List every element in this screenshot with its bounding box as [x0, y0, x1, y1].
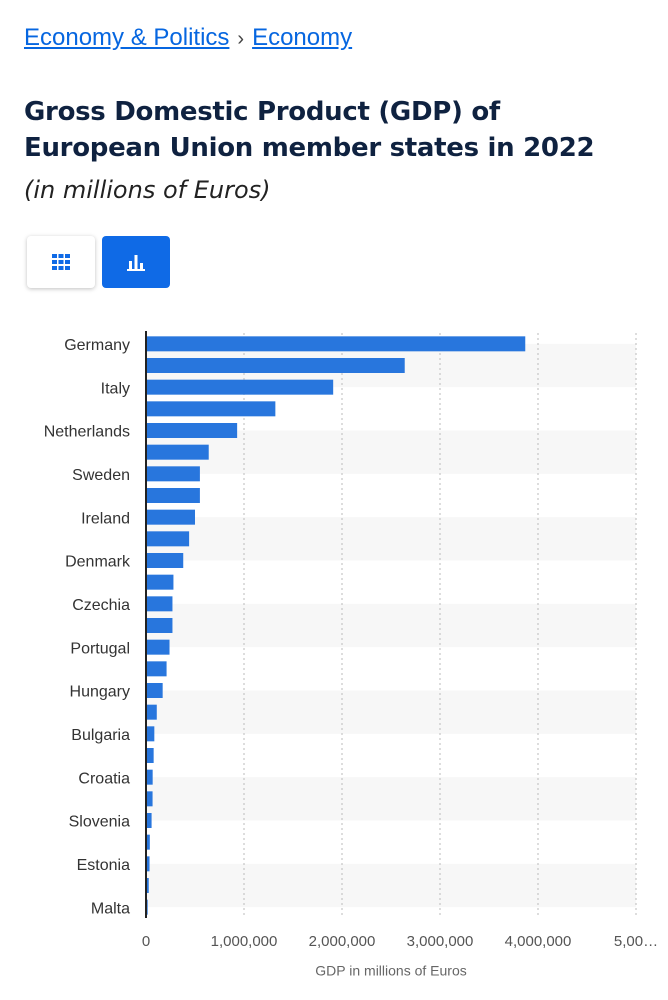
breadcrumb-link[interactable]: Economy & Politics	[24, 24, 230, 51]
bar	[146, 444, 209, 460]
bar	[146, 358, 405, 373]
chart: GDP in millions of Euros 0 1,000,000 2,000…	[44, 331, 658, 979]
row-band	[146, 603, 636, 648]
bar	[146, 618, 173, 633]
x-tick-label: 0	[142, 933, 150, 950]
bar	[146, 401, 276, 417]
bar	[146, 466, 200, 482]
bar	[146, 748, 154, 763]
y-tick-label: Ireland	[81, 510, 130, 527]
bar	[146, 726, 155, 742]
bar	[146, 661, 167, 677]
bar	[146, 423, 238, 438]
bar	[146, 834, 150, 850]
chart-subtitle: (in millions of Euros)	[24, 176, 271, 204]
bar	[146, 878, 149, 893]
bar	[146, 509, 195, 525]
bar	[146, 553, 184, 568]
breadcrumb-link[interactable]: Economy	[252, 24, 353, 51]
bar	[146, 856, 150, 872]
breadcrumb-separator: ›	[237, 28, 245, 50]
y-tick-label: Czechia	[72, 597, 130, 614]
y-tick-label: Bulgaria	[71, 727, 130, 744]
y-tick-label: Estonia	[77, 857, 130, 874]
y-tick-label: Hungary	[70, 684, 130, 701]
bar	[146, 704, 157, 720]
y-tick-label: Malta	[91, 900, 130, 917]
x-tick-label: 2,000,000	[309, 933, 376, 950]
x-axis-title: GDP in millions of Euros	[315, 963, 466, 979]
bar	[146, 791, 153, 807]
row-band	[146, 863, 636, 908]
y-tick-label: Sweden	[72, 467, 130, 484]
bar	[146, 336, 526, 352]
row-band	[146, 777, 636, 821]
x-tick-label: 4,000,000	[505, 933, 572, 950]
y-tick-label: Croatia	[78, 770, 130, 787]
table-view-button[interactable]	[27, 236, 95, 288]
bar	[146, 683, 163, 698]
y-tick-label: Portugal	[70, 640, 130, 657]
bar	[146, 769, 153, 785]
chart-view-button[interactable]	[102, 236, 170, 288]
y-tick-label: Slovenia	[69, 814, 130, 831]
bar	[146, 379, 334, 395]
bar	[146, 813, 152, 828]
bar	[146, 574, 174, 590]
y-tick-label: Netherlands	[44, 424, 130, 441]
row-band	[146, 517, 636, 561]
x-tick-label: 1,000,000	[211, 933, 278, 950]
row-band	[146, 690, 636, 734]
breadcrumb: Economy & Politics › Economy	[24, 24, 352, 52]
bar	[146, 639, 170, 655]
y-tick-label: Italy	[101, 380, 130, 397]
bar	[146, 531, 190, 547]
bar	[146, 488, 200, 503]
y-tick-label: Denmark	[65, 554, 131, 571]
table-icon	[52, 254, 70, 270]
x-tick-label: 5,00…	[614, 933, 658, 950]
x-tick-label: 3,000,000	[407, 933, 474, 950]
bar	[146, 596, 173, 612]
chart-icon	[127, 255, 145, 271]
y-tick-label: Germany	[64, 337, 130, 354]
chart-title: Gross Domestic Product (GDP) of European…	[24, 97, 595, 163]
